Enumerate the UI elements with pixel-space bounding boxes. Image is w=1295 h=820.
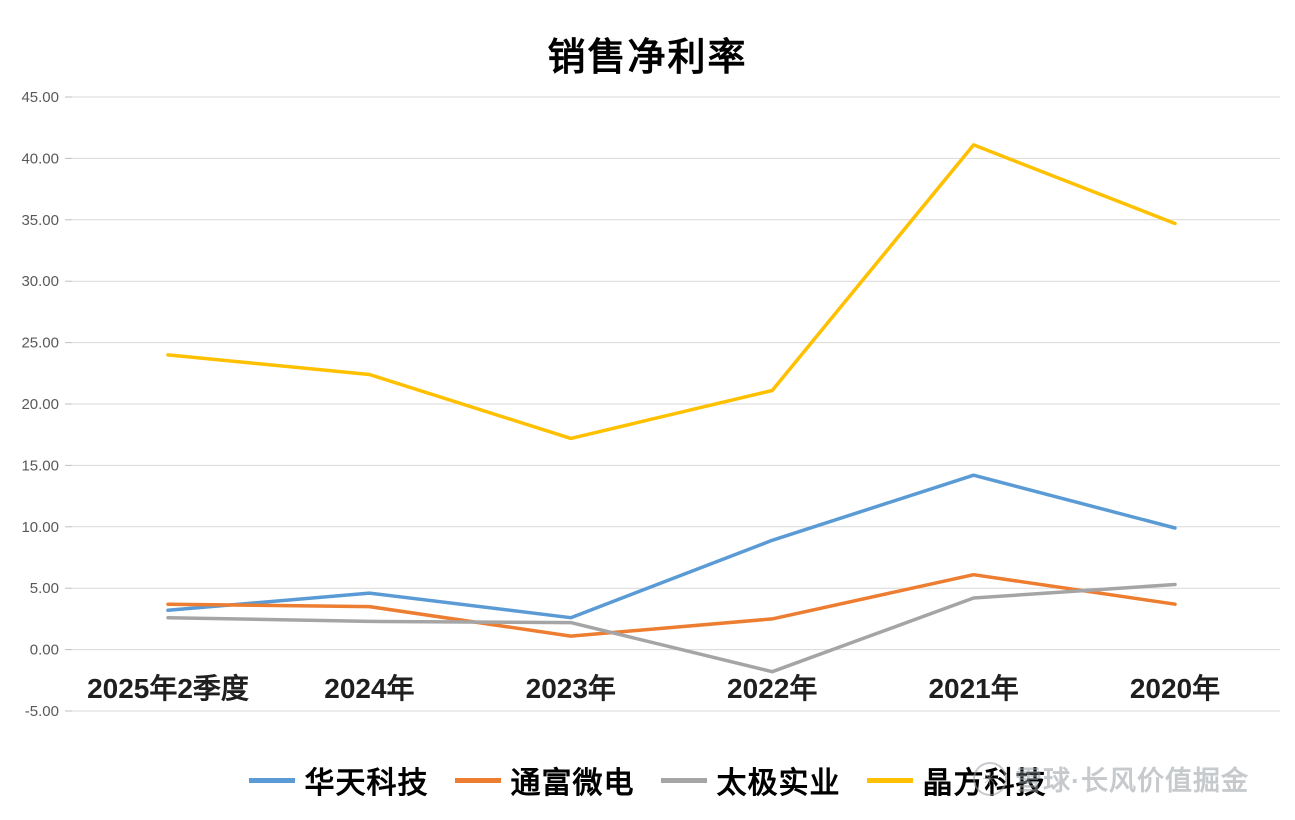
x-category-label: 2021年 — [928, 672, 1018, 704]
legend-line-swatch — [248, 777, 295, 783]
legend-item-晶方科技: 晶方科技 — [866, 758, 1047, 802]
x-category-label: 2020年 — [1130, 672, 1220, 704]
y-tick-label: 20.00 — [21, 396, 59, 413]
legend-label: 晶方科技 — [922, 767, 1047, 800]
y-tick-label: 40.00 — [21, 150, 59, 167]
y-tick-label: 45.00 — [21, 89, 59, 106]
legend: 华天科技 通富微电 太极实业 晶方科技 — [0, 758, 1295, 802]
legend-item-通富微电: 通富微电 — [454, 758, 635, 802]
series-line-晶方科技 — [166, 143, 1177, 441]
x-category-label: 2023年 — [526, 672, 616, 704]
series-line-通富微电 — [166, 572, 1177, 638]
y-tick-label: 10.00 — [21, 519, 59, 536]
legend-label: 华天科技 — [304, 767, 429, 800]
legend-label: 通富微电 — [510, 767, 635, 800]
legend-label: 太极实业 — [716, 767, 841, 800]
series-line-华天科技 — [166, 473, 1177, 620]
x-category-label: 2022年 — [727, 672, 817, 704]
legend-line-swatch — [454, 777, 501, 783]
legend-line-swatch — [866, 777, 913, 783]
x-category-label: 2024年 — [324, 672, 414, 704]
series-line-太极实业 — [166, 582, 1177, 674]
y-tick-label: 25.00 — [21, 335, 59, 352]
chart-title: 销售净利率 — [547, 37, 748, 79]
y-tick-label: 15.00 — [21, 457, 59, 474]
legend-line-swatch — [660, 777, 707, 783]
y-tick-label: 35.00 — [21, 212, 59, 229]
y-tick-label: 30.00 — [21, 273, 59, 290]
legend-item-太极实业: 太极实业 — [660, 758, 841, 802]
y-tick-label: -5.00 — [25, 703, 59, 720]
y-tick-label: 0.00 — [30, 642, 59, 659]
legend-item-华天科技: 华天科技 — [248, 758, 429, 802]
x-category-label: 2025年2季度 — [87, 672, 249, 704]
y-tick-label: 5.00 — [30, 580, 59, 597]
